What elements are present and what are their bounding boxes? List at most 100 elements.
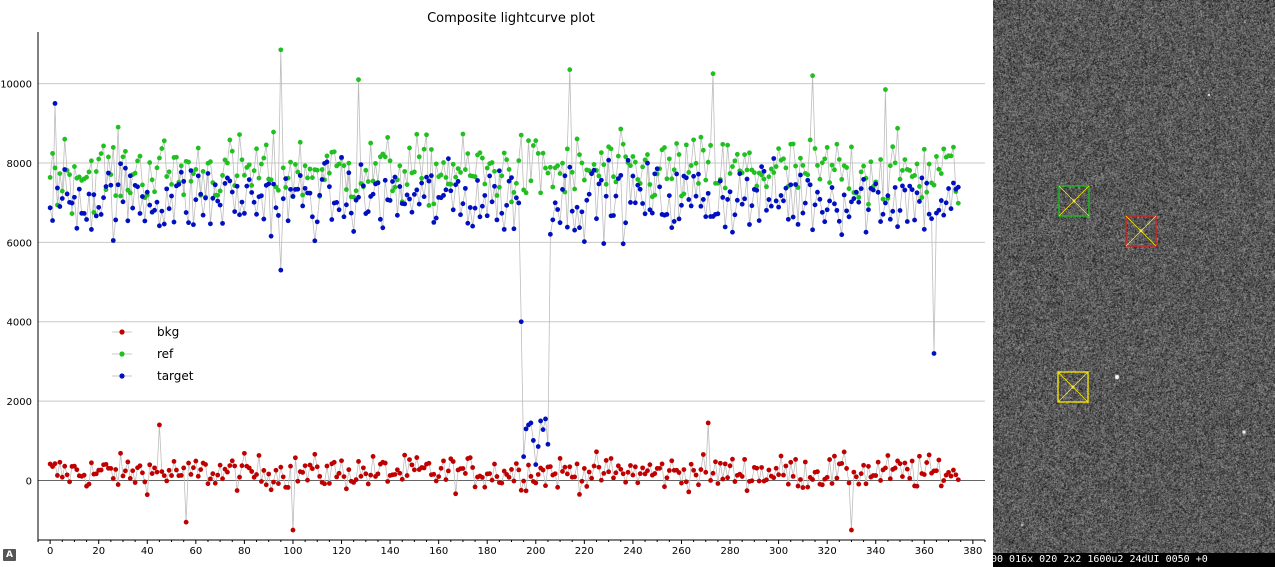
ref-data-point [829, 162, 835, 168]
target-data-point [93, 213, 99, 219]
x-tick-label: 360 [915, 546, 934, 557]
x-tick-label: 380 [963, 546, 982, 557]
target-data-point [110, 238, 116, 243]
ref-data-point [431, 201, 437, 207]
target-data-point [317, 192, 323, 198]
target-data-point [866, 207, 871, 213]
target-data-point [613, 193, 619, 199]
target-data-point [288, 186, 293, 192]
bkg-data-point [613, 470, 619, 476]
bkg-data-point [611, 475, 616, 481]
bkg-data-point [188, 472, 194, 477]
bkg-data-point [113, 467, 119, 472]
ref-data-point [666, 156, 672, 162]
target-data-point [640, 201, 646, 206]
target-data-point [851, 196, 857, 201]
bkg-data-point [394, 467, 400, 473]
target-data-point [448, 188, 454, 194]
target-data-point [788, 182, 794, 188]
star-field-image-panel[interactable]: 00 016x 020 2x2 1600u2 24dUI 0050 +0 [993, 0, 1275, 567]
ref-data-point [450, 161, 456, 167]
target-data-point [164, 186, 170, 192]
auto-scale-button[interactable]: A [3, 549, 16, 561]
target-data-point [329, 217, 335, 222]
bkg-data-point [730, 456, 735, 462]
target-data-point [951, 180, 956, 186]
bkg-data-point [404, 473, 410, 478]
ref-data-point [324, 153, 330, 159]
ref-data-point [557, 171, 563, 176]
target-data-point [154, 199, 160, 205]
bkg-data-point [917, 453, 922, 459]
bkg-data-point [720, 476, 726, 482]
target-data-point [89, 227, 94, 232]
bkg-data-point [713, 459, 718, 465]
target-data-point [725, 196, 731, 202]
star-field-image[interactable] [993, 0, 1275, 553]
target-data-point [57, 204, 63, 209]
target-data-point [530, 438, 536, 443]
x-tick-label: 140 [381, 546, 400, 557]
target-data-point [766, 197, 772, 202]
target-data-point [453, 182, 459, 188]
y-tick-label: 4000 [7, 318, 32, 329]
ref-data-point [390, 188, 395, 194]
bkg-data-point [744, 488, 750, 494]
ref-data-point [127, 190, 133, 196]
target-data-point [761, 168, 767, 174]
target-data-point [618, 172, 624, 178]
target-data-point [246, 177, 252, 183]
target-data-point [948, 206, 954, 212]
ref-data-point [917, 184, 922, 189]
bkg-data-point [241, 450, 247, 456]
bkg-data-point [900, 474, 905, 479]
bkg-data-point [618, 466, 624, 472]
bkg-data-point [166, 467, 172, 473]
target-data-point [300, 203, 306, 209]
target-data-point [516, 200, 522, 206]
bkg-data-point [392, 472, 398, 477]
legend[interactable]: bkg ref target [112, 325, 194, 383]
bkg-data-point [547, 464, 553, 470]
target-data-point [603, 193, 609, 199]
bkg-data-point [921, 472, 927, 477]
target-data-point [560, 187, 565, 192]
ref-data-point [698, 134, 704, 140]
target-data-point [358, 162, 364, 168]
ref-data-point [734, 151, 740, 157]
ref-data-point [57, 171, 63, 177]
target-data-point [222, 181, 228, 186]
target-data-point [836, 218, 842, 224]
target-data-point [482, 193, 488, 198]
ref-data-point [438, 172, 444, 178]
target-data-point [176, 181, 182, 187]
ref-data-point [861, 163, 866, 169]
bkg-data-point [140, 470, 145, 476]
bkg-data-point [696, 482, 701, 488]
bkg-data-point [523, 488, 529, 494]
bkg-data-point [147, 462, 153, 468]
ref-data-point [545, 170, 551, 176]
ref-data-point [331, 149, 337, 155]
target-data-point [431, 219, 437, 225]
ref-data-point [72, 164, 77, 169]
target-data-point [936, 207, 942, 213]
bkg-data-point [926, 452, 932, 458]
bkg-data-point [676, 470, 682, 475]
target-data-point [217, 202, 223, 208]
bkg-data-point [169, 473, 174, 478]
target-data-point [625, 157, 631, 163]
bkg-data-point [620, 471, 626, 477]
ref-data-point [674, 141, 680, 146]
ref-data-point [523, 190, 529, 196]
ref-data-point [555, 163, 561, 169]
target-data-point [409, 209, 415, 215]
target-data-point [50, 218, 55, 223]
bkg-data-point [717, 460, 723, 466]
target-data-point [917, 199, 922, 204]
target-data-point [955, 184, 961, 190]
bkg-data-point [494, 474, 500, 479]
legend-marker-ref [119, 351, 125, 357]
bkg-data-point [589, 475, 595, 481]
bkg-data-point [861, 462, 866, 468]
